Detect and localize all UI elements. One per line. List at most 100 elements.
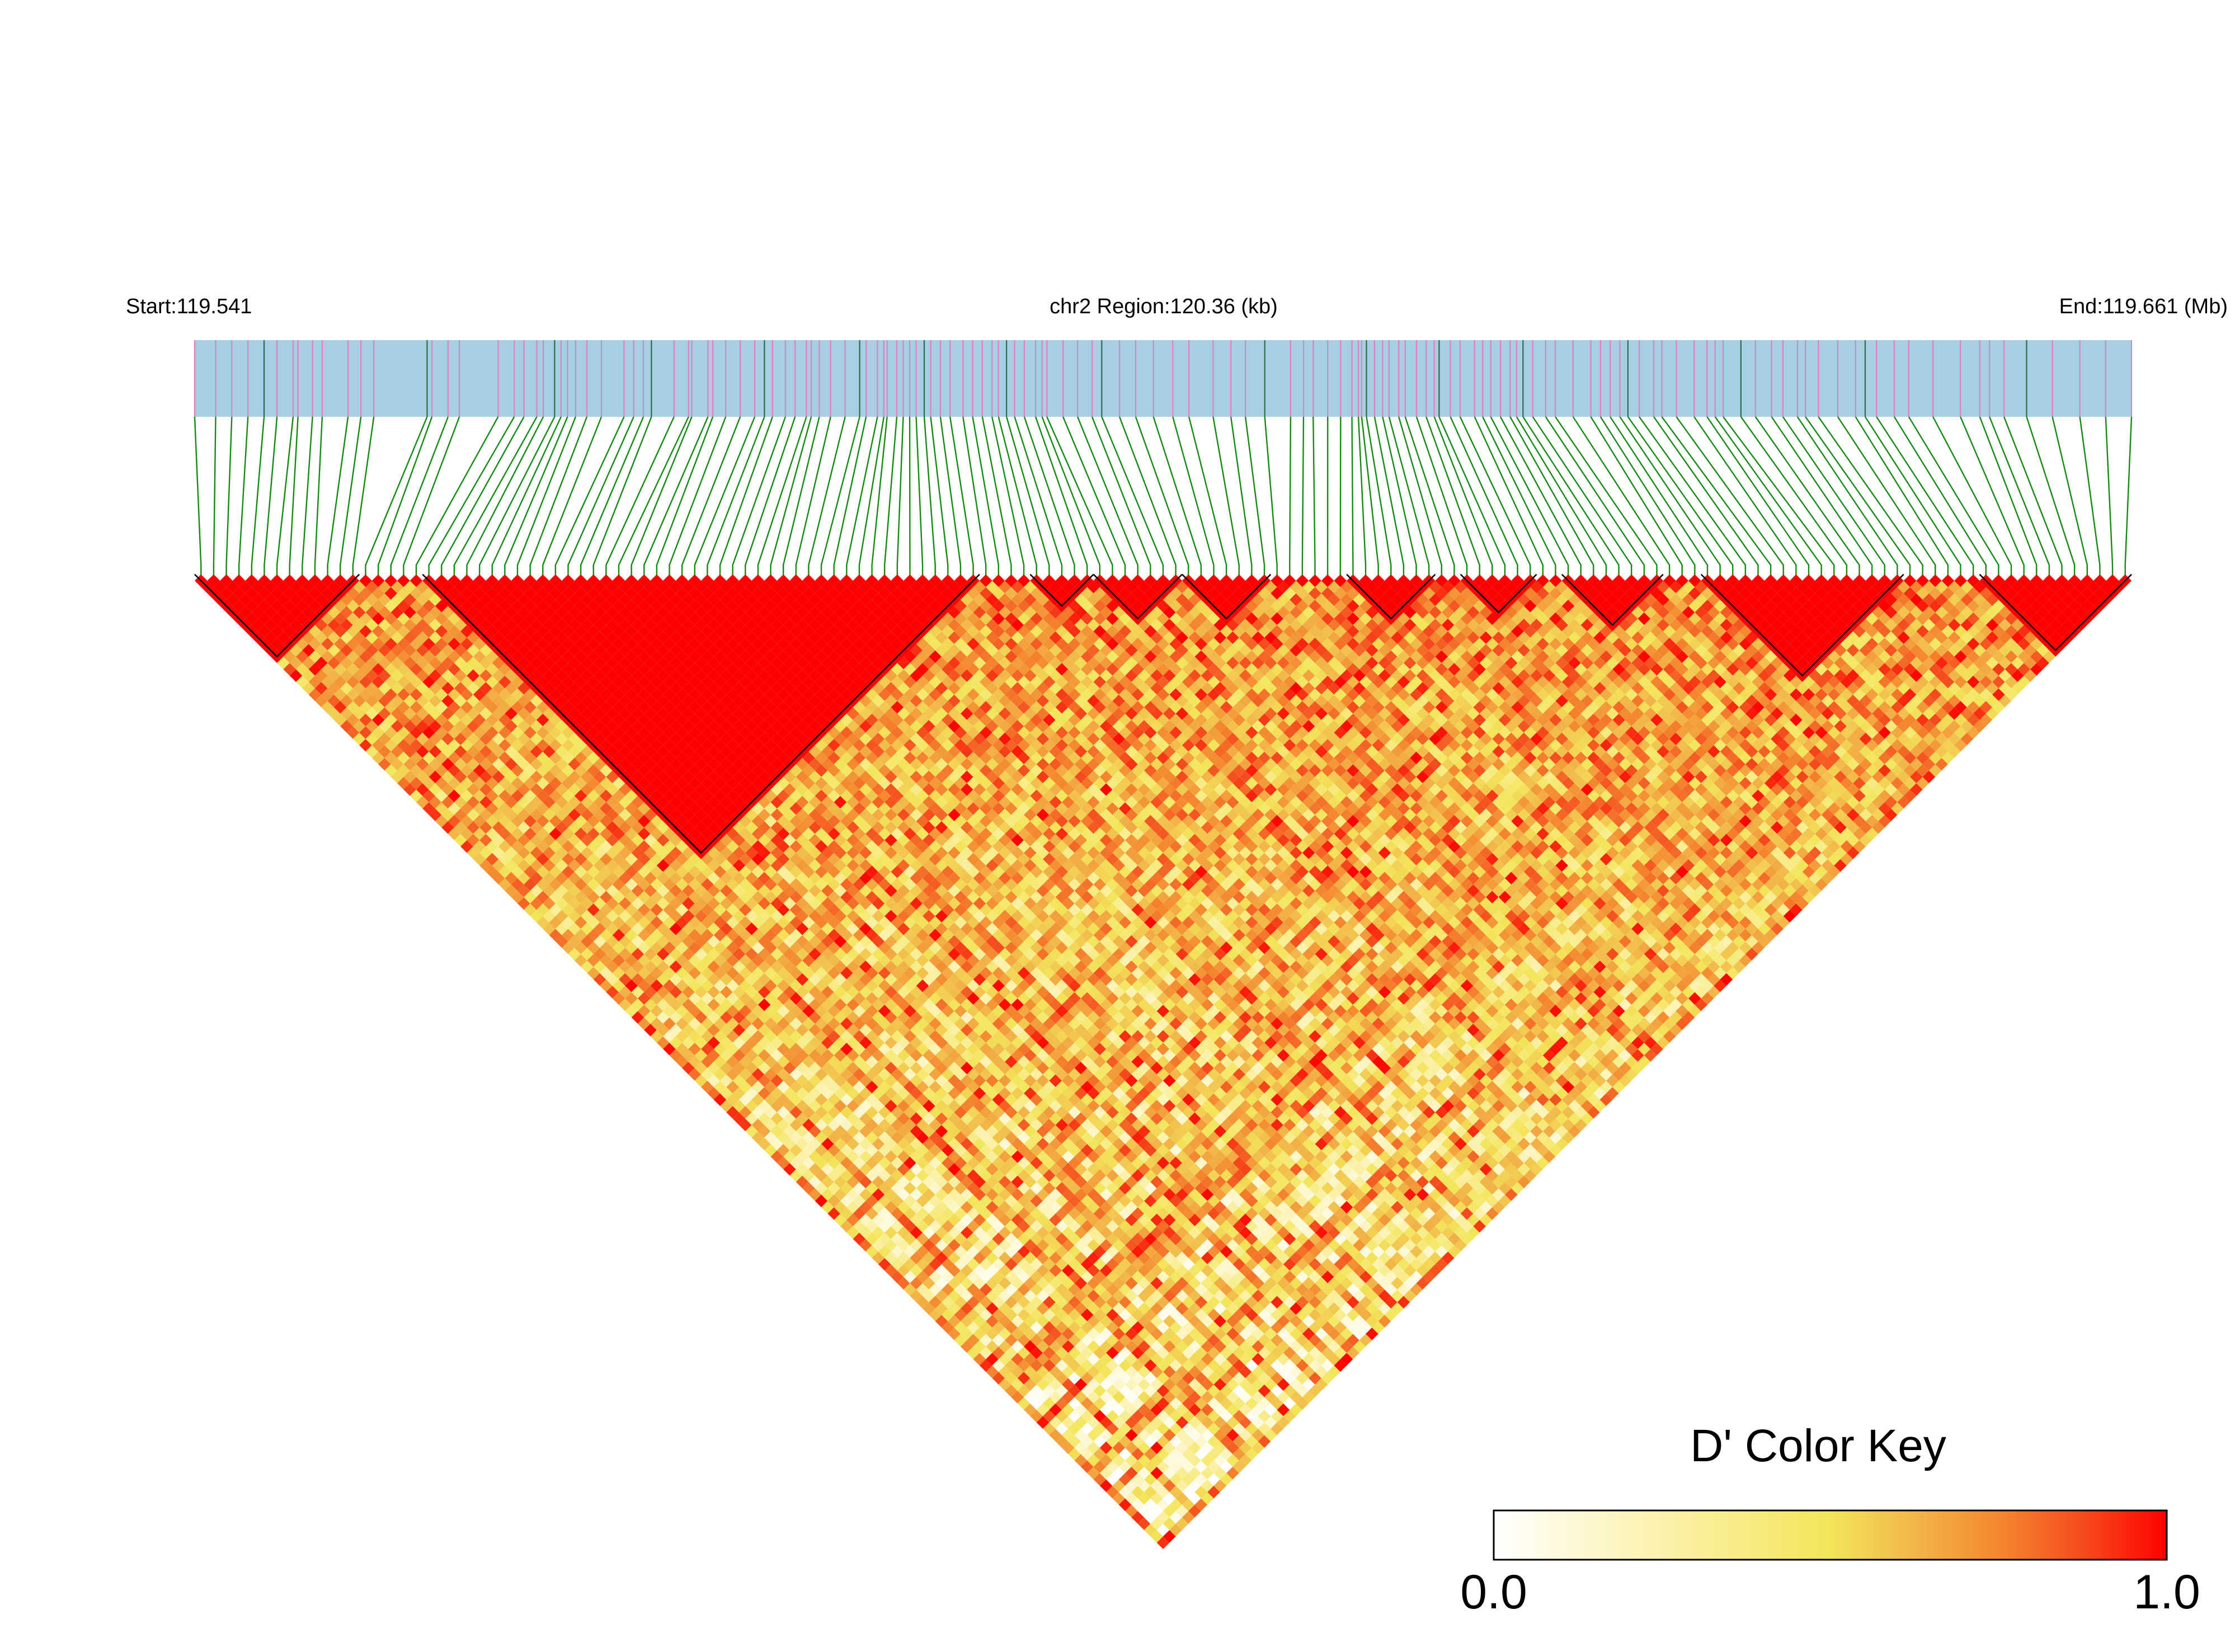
ld-cell bbox=[770, 1150, 784, 1163]
ld-cell bbox=[979, 1258, 992, 1271]
ld-cell bbox=[1080, 1410, 1094, 1423]
snp-connector bbox=[441, 416, 525, 577]
ld-cell bbox=[1005, 1245, 1018, 1258]
ld-cell bbox=[973, 1302, 986, 1315]
ld-cell bbox=[467, 732, 480, 746]
ld-cell bbox=[986, 1315, 999, 1328]
snp-connector bbox=[1908, 416, 1999, 577]
ld-cell bbox=[878, 1232, 891, 1245]
ld-cell bbox=[916, 1283, 929, 1296]
ld-cell bbox=[897, 1175, 910, 1189]
snp-connector bbox=[1714, 416, 1822, 577]
ld-cell bbox=[897, 1277, 910, 1290]
snp-connector bbox=[251, 416, 265, 577]
ld-cell bbox=[751, 1005, 765, 1018]
ld-cell bbox=[973, 1328, 986, 1340]
ld-cell bbox=[967, 1220, 980, 1233]
ld-cell bbox=[1074, 1302, 1088, 1315]
ld-cell bbox=[1125, 1479, 1138, 1493]
ld-cell bbox=[1036, 1251, 1050, 1264]
ld-cell bbox=[1068, 1283, 1081, 1296]
ld-cell bbox=[308, 574, 322, 587]
ld-cell bbox=[789, 1156, 803, 1170]
ld-cell bbox=[789, 1143, 803, 1157]
ld-cell bbox=[1112, 1328, 1126, 1340]
chromosome-track bbox=[195, 340, 2132, 417]
ld-cell bbox=[1005, 1270, 1018, 1283]
ld-cell bbox=[878, 1207, 891, 1220]
ld-cell bbox=[587, 878, 600, 891]
ld-cell bbox=[384, 764, 398, 777]
ld-cell bbox=[1036, 1403, 1050, 1416]
ld-cell bbox=[1093, 1435, 1107, 1448]
ld-cell bbox=[948, 1277, 961, 1290]
ld-cell bbox=[308, 650, 322, 663]
ld-cell bbox=[986, 1264, 999, 1277]
ld-cell bbox=[562, 853, 575, 866]
snp-connector bbox=[1264, 416, 1278, 577]
ld-cell bbox=[1099, 1429, 1113, 1442]
snp-connector bbox=[1855, 416, 1949, 577]
snp-connector bbox=[302, 416, 313, 577]
ld-cell bbox=[998, 1277, 1011, 1290]
ld-cell bbox=[549, 840, 562, 853]
ld-cell bbox=[1131, 1359, 1145, 1372]
ld-cell bbox=[587, 802, 600, 815]
ld-cell bbox=[853, 1194, 866, 1208]
ld-cell bbox=[872, 1188, 885, 1201]
ld-cell bbox=[986, 1277, 999, 1290]
ld-cell bbox=[777, 1156, 790, 1170]
ld-cell bbox=[986, 1353, 999, 1366]
ld-cell bbox=[897, 1264, 910, 1277]
ld-cell bbox=[986, 1365, 999, 1378]
ld-cell bbox=[878, 1156, 891, 1170]
snp-connector bbox=[2052, 416, 2088, 577]
ld-cell bbox=[1131, 1460, 1145, 1474]
ld-cell bbox=[1055, 1321, 1069, 1334]
ld-cell bbox=[751, 1131, 765, 1144]
snp-connector-lines bbox=[194, 416, 2133, 577]
ld-cell bbox=[1017, 1245, 1031, 1258]
ld-cell bbox=[562, 764, 575, 777]
snp-connector bbox=[820, 416, 860, 577]
ld-cell bbox=[1106, 1346, 1119, 1359]
ld-cell bbox=[587, 929, 600, 942]
ld-cell bbox=[935, 1201, 948, 1214]
ld-cell bbox=[562, 929, 575, 942]
ld-cell bbox=[840, 1143, 853, 1157]
snp-connector bbox=[516, 416, 576, 577]
snp-connector bbox=[1960, 416, 2025, 577]
ld-cell bbox=[923, 1188, 935, 1201]
ld-cell bbox=[1068, 1346, 1081, 1359]
ld-cell bbox=[942, 1207, 954, 1220]
ld-cell bbox=[587, 840, 600, 853]
snp-connector bbox=[1404, 416, 1455, 577]
ld-cell bbox=[954, 1182, 967, 1195]
ld-cell bbox=[1080, 1321, 1094, 1334]
snp-connector bbox=[1425, 416, 1480, 577]
ld-cell bbox=[992, 1359, 1005, 1372]
ld-cell bbox=[942, 1232, 954, 1245]
snp-connector bbox=[1046, 416, 1113, 577]
snp-connector bbox=[2124, 416, 2133, 577]
ld-cell bbox=[954, 1220, 967, 1233]
ld-cell bbox=[1036, 1391, 1050, 1404]
ld-cell bbox=[384, 726, 398, 739]
ld-cell bbox=[1036, 1416, 1050, 1429]
ld-cell bbox=[308, 599, 322, 613]
ld-cell bbox=[1118, 1447, 1132, 1461]
ld-cell bbox=[751, 1030, 765, 1043]
ld-cell bbox=[1118, 1460, 1132, 1474]
snp-connector bbox=[1101, 416, 1164, 577]
snp-connector bbox=[884, 416, 898, 577]
ld-cell bbox=[1112, 1403, 1126, 1416]
ld-cell bbox=[998, 1302, 1011, 1315]
ld-cell bbox=[929, 1207, 942, 1220]
ld-cell bbox=[1017, 1372, 1031, 1385]
snp-connector bbox=[1366, 416, 1392, 577]
snp-connector bbox=[365, 416, 428, 577]
ld-cell bbox=[979, 1232, 992, 1245]
ld-cell bbox=[802, 1182, 815, 1195]
ld-cell bbox=[1061, 1416, 1075, 1429]
